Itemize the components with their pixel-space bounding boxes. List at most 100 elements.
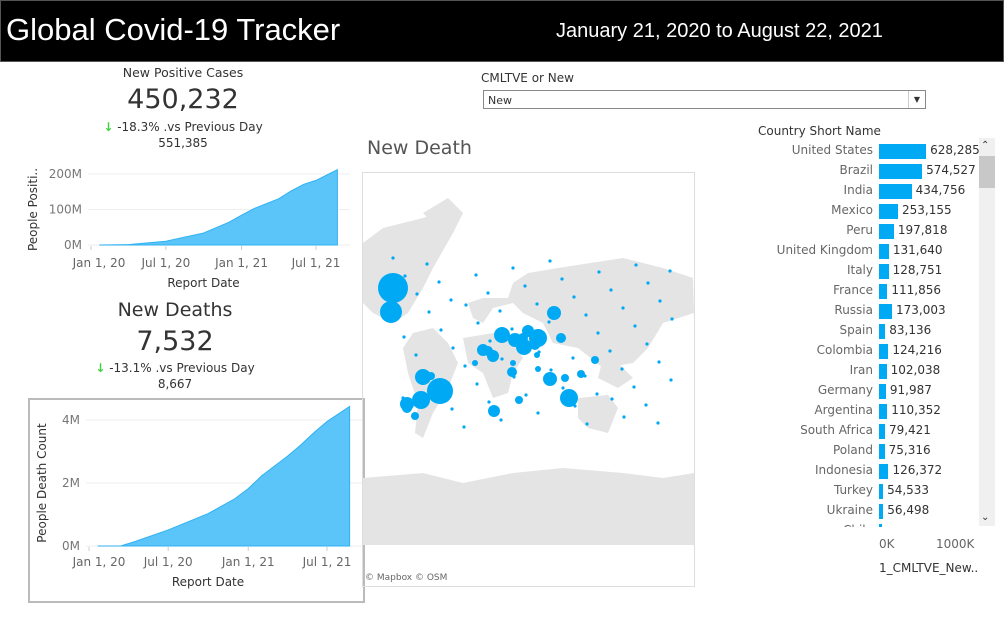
death-circle	[499, 418, 503, 422]
x-tick-label: Jan 1, 20	[72, 555, 126, 569]
death-circle	[577, 370, 585, 378]
bar[interactable]	[879, 184, 912, 199]
land-shape	[598, 358, 633, 388]
death-circle	[449, 298, 453, 302]
country-label: Ukraine	[826, 503, 873, 517]
death-circle	[597, 270, 601, 274]
bar-value-label: 91,987	[889, 383, 932, 397]
y-tick-label: 0M	[64, 238, 82, 252]
death-circle	[560, 277, 564, 281]
scroll-down-icon[interactable]: ⌄	[981, 512, 990, 523]
scroll-up-icon[interactable]: ⌃	[981, 140, 990, 151]
death-circle	[494, 327, 510, 343]
country-label: Turkey	[833, 483, 873, 497]
bar[interactable]	[879, 224, 894, 239]
scrollbar-thumb[interactable]	[979, 156, 995, 188]
death-circle	[634, 263, 638, 267]
x-tick-label: Jan 1, 20	[72, 256, 126, 270]
country-label: Indonesia	[814, 463, 873, 477]
bar[interactable]	[879, 464, 889, 479]
country-label: Poland	[832, 443, 873, 457]
bar-chart-title: Country Short Name	[758, 124, 881, 138]
arrow-down-icon: ↓	[103, 120, 114, 134]
map-frame	[362, 172, 695, 587]
death-circle	[535, 302, 539, 306]
death-circle	[644, 403, 648, 407]
x-tick-label: Jul 1, 20	[140, 256, 190, 270]
bar[interactable]	[879, 324, 886, 339]
bar-value-label: 102,038	[890, 363, 941, 377]
bar[interactable]	[879, 484, 884, 499]
deaths-area-chart[interactable]: 0M 2M 4M Jan 1, 20 Jul 1, 20 Jan 1, 21 Jul 1, …	[28, 398, 365, 603]
death-circle	[596, 331, 600, 335]
death-circle	[571, 356, 575, 360]
death-circle	[402, 335, 406, 339]
bar[interactable]	[879, 384, 886, 399]
bar-value-label: 124,216	[892, 343, 942, 357]
death-circle	[426, 371, 430, 375]
bar[interactable]	[879, 144, 927, 159]
death-circle	[451, 346, 455, 350]
bar-value-label: 111,856	[891, 283, 941, 297]
x-tick-label: Jul 1, 21	[302, 555, 352, 569]
x-tick-1000k: 1000K	[936, 537, 975, 551]
bar[interactable]	[879, 444, 885, 459]
death-circle	[511, 266, 515, 270]
bar[interactable]	[879, 504, 884, 519]
bar[interactable]	[879, 164, 923, 179]
death-circle	[486, 291, 490, 295]
x-tick-label: Jul 1, 20	[143, 555, 193, 569]
death-circle	[658, 299, 662, 303]
bar[interactable]	[879, 404, 888, 419]
death-circle	[561, 386, 565, 390]
bar-value-label: 75,316	[888, 443, 931, 457]
death-circle	[668, 269, 672, 273]
bar[interactable]	[879, 264, 889, 279]
death-circle	[561, 374, 569, 382]
scrollbar[interactable]	[979, 138, 995, 526]
death-circle	[391, 256, 395, 260]
bar-value-label: 197,818	[897, 223, 948, 237]
area-series	[97, 405, 351, 547]
chevron-down-icon[interactable]: ▼	[908, 91, 925, 108]
country-label: France	[833, 283, 873, 297]
death-circle	[483, 346, 493, 356]
death-circle	[585, 422, 589, 426]
bar[interactable]	[879, 244, 889, 259]
cmltve-or-new-dropdown[interactable]: New ▼	[483, 90, 926, 109]
death-circle	[632, 385, 636, 389]
y-axis-title: People Positi..	[26, 168, 40, 251]
death-circle	[530, 340, 540, 350]
bar[interactable]	[879, 524, 882, 527]
death-circle	[535, 366, 541, 372]
death-circle	[523, 284, 527, 288]
death-circle	[472, 360, 478, 366]
country-label: Colombia	[816, 343, 873, 357]
bar-value-label: 54,533	[887, 483, 930, 497]
bar[interactable]	[879, 344, 889, 359]
death-circle	[512, 375, 516, 379]
world-map[interactable]	[363, 173, 694, 586]
death-circle	[670, 317, 674, 321]
death-circle	[507, 367, 517, 377]
x-axis-title: Report Date	[167, 276, 239, 290]
bar[interactable]	[879, 304, 892, 319]
bar-value-label: 434,756	[915, 183, 966, 197]
country-label: Peru	[846, 223, 873, 237]
death-circle	[415, 292, 419, 296]
bar-value-label: 173,003	[895, 303, 946, 317]
death-circle	[620, 367, 624, 371]
bar[interactable]	[879, 364, 887, 379]
bar[interactable]	[879, 424, 885, 439]
death-circle	[646, 281, 650, 285]
death-circle	[536, 411, 540, 415]
country-label: Russia	[834, 303, 873, 317]
bar[interactable]	[879, 284, 888, 299]
y-tick-label: 200M	[49, 167, 82, 181]
cases-area-chart[interactable]: 0M 100M 200M Jan 1, 20 Jul 1, 20 Jan 1, 21 Jul…	[0, 160, 360, 300]
bar[interactable]	[879, 204, 898, 219]
cases-title: New Positive Cases	[122, 65, 244, 80]
death-circle	[609, 288, 613, 292]
death-circle	[413, 414, 417, 418]
date-range: January 21, 2020 to August 22, 2021	[556, 20, 883, 42]
